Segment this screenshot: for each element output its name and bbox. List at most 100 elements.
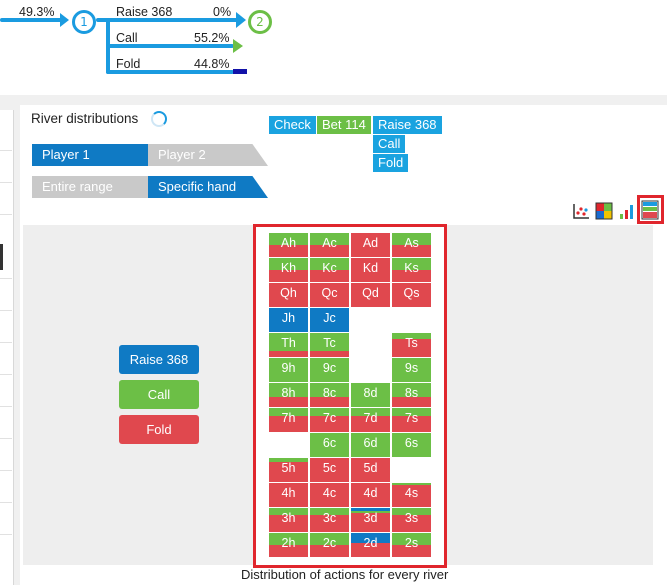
legend-fold[interactable]: Fold <box>119 415 199 444</box>
tab-entire-range[interactable]: Entire range <box>32 176 168 198</box>
card-cell-3c[interactable]: 3c <box>310 508 349 532</box>
action-fill-call <box>392 408 431 417</box>
card-cell-5s[interactable]: 5s <box>392 458 431 482</box>
sidebar-divider <box>0 502 12 503</box>
tab-specific-hand[interactable]: Specific hand <box>148 176 268 198</box>
bar-chart-icon-graphic <box>620 205 633 219</box>
card-cell-2d[interactable]: 2d <box>351 533 390 557</box>
card-cell-Qc[interactable]: Qc <box>310 283 349 307</box>
card-cell-Ks[interactable]: Ks <box>392 258 431 282</box>
action-fill-call <box>269 408 308 417</box>
check-action-button[interactable]: Check <box>269 116 316 134</box>
action-fill-call <box>351 510 390 514</box>
action-fill-fold <box>269 351 308 357</box>
card-cell-5c[interactable]: 5c <box>310 458 349 482</box>
card-cell-Kc[interactable]: Kc <box>310 258 349 282</box>
card-label: 7h <box>281 411 296 425</box>
action-fill-fold <box>269 270 308 282</box>
card-cell-3s[interactable]: 3s <box>392 508 431 532</box>
call-arrow-head <box>233 39 243 53</box>
card-cell-2s[interactable]: 2s <box>392 533 431 557</box>
fold-action-button[interactable]: Fold <box>373 154 409 172</box>
action-fill-fold <box>269 245 308 257</box>
tab-player-1[interactable]: Player 1 <box>32 144 168 166</box>
legend-call[interactable]: Call <box>119 380 199 409</box>
action-fill-fold <box>310 458 349 482</box>
root-percentage: 49.3% <box>19 5 55 19</box>
card-cell-Kd[interactable]: Kd <box>351 258 390 282</box>
card-cell-Qd[interactable]: Qd <box>351 283 390 307</box>
action-fill-call <box>310 333 349 351</box>
card-cell-7s[interactable]: 7s <box>392 408 431 432</box>
card-cell-4d[interactable]: 4d <box>351 483 390 507</box>
card-cell-4h[interactable]: 4h <box>269 483 308 507</box>
card-cell-Jd[interactable]: Jd <box>351 308 390 332</box>
card-cell-2c[interactable]: 2c <box>310 533 349 557</box>
card-cell-Ac[interactable]: Ac <box>310 233 349 257</box>
card-cell-Th[interactable]: Th <box>269 333 308 357</box>
card-cell-Jh[interactable]: Jh <box>269 308 308 332</box>
card-cell-Js[interactable]: Js <box>392 308 431 332</box>
stacked-bars-icon[interactable] <box>641 200 659 220</box>
card-label: 3d <box>363 511 378 525</box>
card-cell-Qs[interactable]: Qs <box>392 283 431 307</box>
card-cell-5d[interactable]: 5d <box>351 458 390 482</box>
tab-player-2[interactable]: Player 2 <box>148 144 268 166</box>
color-grid-icon[interactable] <box>595 202 613 220</box>
bar-chart-icon[interactable] <box>618 202 636 220</box>
raise-action-button[interactable]: Raise 368 <box>373 116 442 134</box>
card-cell-8h[interactable]: 8h <box>269 383 308 407</box>
card-cell-8d[interactable]: 8d <box>351 383 390 407</box>
sidebar-divider <box>0 310 12 311</box>
card-cell-7h[interactable]: 7h <box>269 408 308 432</box>
action-fill-fold <box>392 270 431 282</box>
tree-node-1[interactable]: 1 <box>72 10 96 34</box>
card-cell-Ad[interactable]: Ad <box>351 233 390 257</box>
card-cell-7d[interactable]: 7d <box>351 408 390 432</box>
card-cell-6d[interactable]: 6d <box>351 433 390 457</box>
card-cell-4s[interactable]: 4s <box>392 483 431 507</box>
legend-raise[interactable]: Raise 368 <box>119 345 199 374</box>
card-label: Jd <box>363 311 378 325</box>
raise-action-pct: 0% <box>213 5 232 19</box>
card-cell-As[interactable]: As <box>392 233 431 257</box>
action-fill-call <box>392 333 431 339</box>
card-cell-2h[interactable]: 2h <box>269 533 308 557</box>
card-cell-Tc[interactable]: Tc <box>310 333 349 357</box>
card-cell-Qh[interactable]: Qh <box>269 283 308 307</box>
card-cell-9s[interactable]: 9s <box>392 358 431 382</box>
card-cell-Ah[interactable]: Ah <box>269 233 308 257</box>
card-cell-Ts[interactable]: Ts <box>392 333 431 357</box>
action-fill-call <box>269 383 308 398</box>
card-label: Jc <box>323 311 336 325</box>
card-cell-8s[interactable]: 8s <box>392 383 431 407</box>
card-cell-4c[interactable]: 4c <box>310 483 349 507</box>
card-label: 5c <box>322 461 337 475</box>
loading-spinner-icon <box>151 111 167 127</box>
card-label: Qh <box>280 286 297 300</box>
action-fill-call <box>269 233 308 245</box>
stacked-bars-icon-graphic <box>641 200 659 220</box>
card-cell-6s[interactable]: 6s <box>392 433 431 457</box>
card-cell-Kh[interactable]: Kh <box>269 258 308 282</box>
bet-action-button[interactable]: Bet 114 <box>317 116 371 134</box>
card-cell-8c[interactable]: 8c <box>310 383 349 407</box>
action-fill-fold <box>392 485 431 507</box>
card-label: 6d <box>363 436 378 450</box>
action-fill-fold <box>351 283 390 307</box>
card-cell-Jc[interactable]: Jc <box>310 308 349 332</box>
card-cell-9h[interactable]: 9h <box>269 358 308 382</box>
card-cell-empty <box>269 433 308 457</box>
card-cell-9c[interactable]: 9c <box>310 358 349 382</box>
card-cell-7c[interactable]: 7c <box>310 408 349 432</box>
action-fill-call <box>392 533 431 545</box>
card-label: Tc <box>323 336 336 350</box>
card-cell-6c[interactable]: 6c <box>310 433 349 457</box>
scatter-chart-icon[interactable] <box>572 202 590 220</box>
fold-edge <box>106 70 234 74</box>
card-cell-3h[interactable]: 3h <box>269 508 308 532</box>
call-action-button[interactable]: Call <box>373 135 406 153</box>
card-cell-3d[interactable]: 3d <box>351 508 390 532</box>
tree-node-2[interactable]: 2 <box>248 10 272 34</box>
card-cell-5h[interactable]: 5h <box>269 458 308 482</box>
